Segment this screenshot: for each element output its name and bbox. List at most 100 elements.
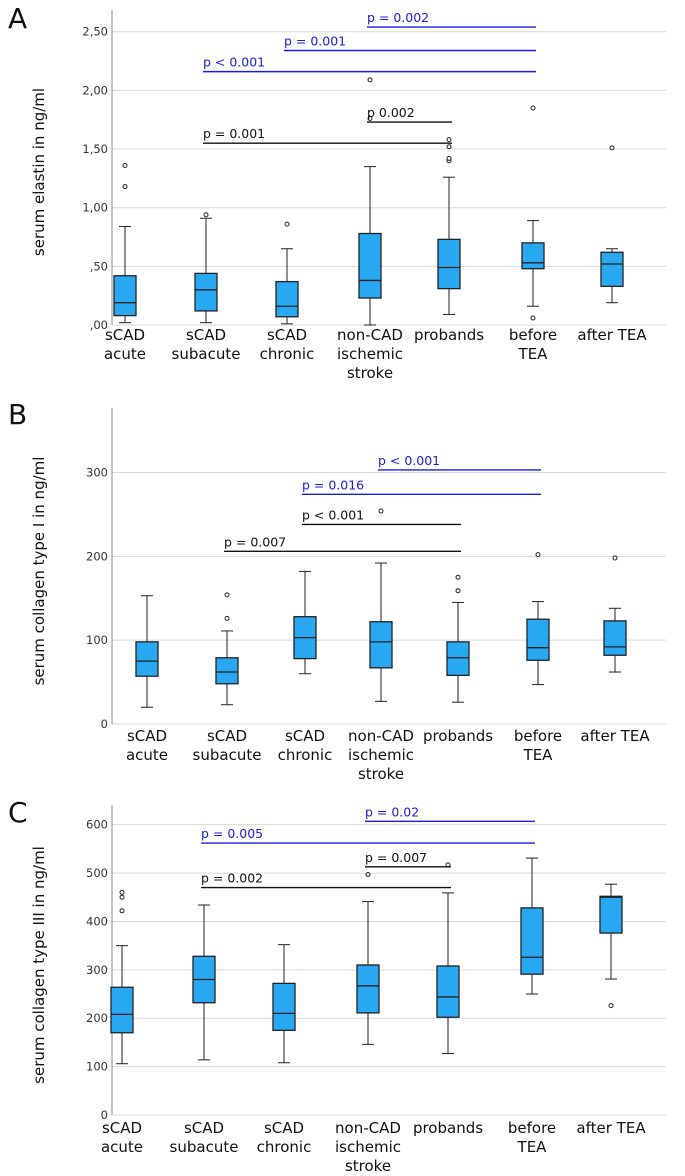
significance-label: p = 0.001 [284,34,346,49]
box-iqr [369,621,393,669]
category-label-line: sCAD [267,326,307,344]
box-iqr [600,251,624,287]
category-label-line: acute [104,345,146,363]
box-iqr [110,986,134,1034]
category-label-line: subacute [172,345,241,363]
box-iqr [113,275,137,317]
box-2 [275,221,299,325]
y-tick-label: 100 [86,633,108,647]
category-label-line: after TEA [577,326,647,344]
category-label-line: after TEA [576,1119,646,1137]
box-6 [599,883,623,1009]
box-iqr [521,242,545,270]
significance-label: p 0.002 [367,105,415,120]
box-iqr [603,620,627,656]
box-5 [520,857,544,995]
category-label-line: acute [101,1138,143,1156]
panel-label: C [8,796,28,829]
category-label-line: TEA [517,1138,548,1156]
box-2 [272,944,296,1064]
outlier-point [455,588,461,594]
box-iqr [194,272,218,312]
category-label-line: chronic [278,746,333,764]
category-label: sCAD acute [126,727,168,764]
category-label-line: stroke [358,765,404,783]
category-label-line: non-CAD [348,727,414,745]
category-label: probands [414,326,484,344]
category-label-line: acute [126,746,168,764]
outlier-point [446,155,452,161]
significance-label: p = 0.002 [201,871,263,886]
category-label-line: after TEA [580,727,650,745]
outlier-point [122,162,128,168]
box-iqr [356,964,380,1014]
category-label-line: sCAD [127,727,167,745]
box-5 [526,552,550,686]
outlier-point [119,894,125,900]
y-tick-label: 0 [101,1108,108,1122]
significance-label: p = 0.02 [365,804,419,819]
box-3 [356,872,380,1045]
box-6 [603,555,627,673]
outlier-point [367,77,373,83]
category-label: after TEA [577,326,647,344]
box-iqr [520,907,544,975]
category-label-line: sCAD [184,1119,224,1137]
category-label: sCAD chronic [257,1119,312,1156]
category-label-line: sCAD [264,1119,304,1137]
y-tick-label: 300 [86,465,108,479]
category-label-line: sCAD [285,727,325,745]
category-label: sCAD acute [101,1119,143,1156]
outlier-point [367,116,373,122]
category-label-line: before [508,1119,556,1137]
outlier-point [224,615,230,621]
significance-label: p = 0.007 [224,534,286,549]
y-axis-label: serum collagen type I in ng/ml [30,457,48,686]
y-tick-label: 200 [86,1011,108,1025]
y-tick-label: 100 [86,1060,108,1074]
box-iqr [358,232,382,299]
box-4 [436,862,460,1055]
box-iqr [272,982,296,1031]
category-label: probands [413,1119,483,1137]
category-label-line: ischemic [348,746,414,764]
box-1 [215,592,239,706]
significance-label: p = 0.001 [203,126,265,141]
y-tick-label: 300 [86,963,108,977]
category-label-line: probands [423,727,493,745]
box-iqr [436,965,460,1018]
category-label-line: sCAD [207,727,247,745]
box-2 [293,570,317,675]
box-0 [113,162,137,324]
category-label: after TEA [580,727,650,745]
y-tick-label: 200 [86,549,108,563]
category-label: before TEA [508,1119,556,1156]
category-label: sCAD subacute [193,727,262,764]
outlier-point [530,105,536,111]
y-tick-label: 500 [86,866,108,880]
y-tick-label: ,00 [90,318,108,332]
category-label-line: chronic [260,345,315,363]
category-label: after TEA [576,1119,646,1137]
category-label: before TEA [514,727,562,764]
box-6 [600,145,624,304]
y-axis-label: serum collagen type III in ng/ml [30,846,48,1084]
outlier-point [609,145,615,151]
category-label-line: sCAD [105,326,145,344]
category-label: probands [423,727,493,745]
box-0 [110,889,134,1065]
box-4 [437,137,461,315]
panel-label: A [8,2,27,35]
category-label-line: sCAD [102,1119,142,1137]
box-1 [194,212,218,324]
category-label: sCAD subacute [172,326,241,363]
y-tick-label: 2,50 [82,25,108,39]
category-label-line: ischemic [335,1138,401,1156]
panel-label: B [8,398,27,431]
y-tick-label: 1,50 [82,142,108,156]
box-1 [192,904,216,1061]
category-label-line: stroke [345,1157,391,1175]
